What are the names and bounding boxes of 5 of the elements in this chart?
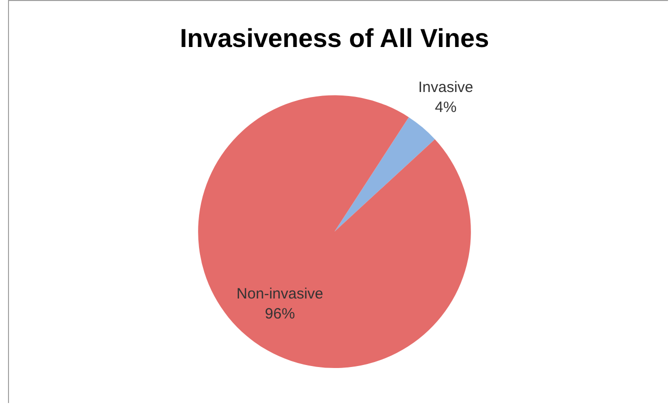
chart-title: Invasiveness of All Vines bbox=[180, 22, 490, 53]
data-label: 4% bbox=[434, 98, 457, 116]
slice-label: Non-invasive bbox=[236, 285, 324, 302]
data-label: 96% bbox=[264, 305, 295, 322]
slice-label: Invasive bbox=[418, 78, 474, 96]
